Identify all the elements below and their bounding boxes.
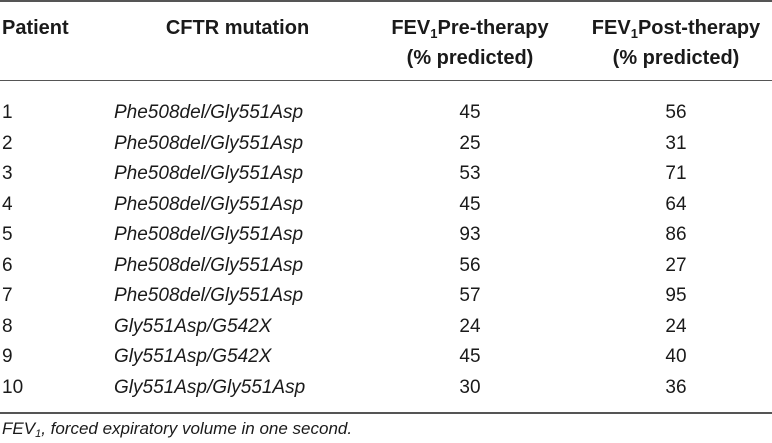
cell-fev1-post: 24 xyxy=(665,315,687,337)
cell-patient: 3 xyxy=(2,163,13,184)
cell-fev1-pre: 30 xyxy=(459,376,481,398)
header-patient: Patient xyxy=(2,17,69,39)
cell-fev1-pre: 45 xyxy=(459,193,481,215)
cell-cftr-mutation: Gly551Asp/Gly551Asp xyxy=(114,376,306,398)
cell-fev1-post: 40 xyxy=(665,346,687,367)
table-row: 7 Phe508del/Gly551Asp 57 95 xyxy=(0,281,772,312)
header-post-suffix: Post-therapy xyxy=(637,17,761,39)
table-row: 4 Phe508del/Gly551Asp 45 64 xyxy=(0,190,772,221)
cell-fev1-post: 86 xyxy=(665,224,687,245)
cell-patient: 1 xyxy=(2,102,13,123)
header-post-prefix: FEV xyxy=(591,17,631,39)
table-row: 1 Phe508del/Gly551Asp 45 56 xyxy=(0,98,772,129)
cell-fev1-pre: 56 xyxy=(459,254,481,276)
cell-patient: 10 xyxy=(2,376,24,398)
table-row: 10 Gly551Asp/Gly551Asp 30 36 xyxy=(0,373,772,404)
header-fev1-post-therapy: FEV1Post-therapy (% predicted) xyxy=(580,13,772,73)
footnote-abbreviation: FEV xyxy=(2,419,36,438)
table-top-rule xyxy=(0,0,772,2)
cell-patient: 8 xyxy=(2,315,13,337)
cell-fev1-post: 27 xyxy=(665,254,687,276)
table-row: 2 Phe508del/Gly551Asp 25 31 xyxy=(0,129,772,160)
cell-patient: 6 xyxy=(2,254,13,276)
header-pre-unit: (% predicted) xyxy=(406,47,534,69)
header-fev1-pre-therapy: FEV1Pre-therapy (% predicted) xyxy=(355,13,585,73)
cell-patient: 7 xyxy=(2,285,13,306)
table-row: 3 Phe508del/Gly551Asp 53 71 xyxy=(0,159,772,190)
cell-fev1-pre: 57 xyxy=(459,285,481,306)
cell-fev1-post: 95 xyxy=(665,285,687,306)
cell-fev1-post: 36 xyxy=(665,376,687,398)
cell-cftr-mutation: Phe508del/Gly551Asp xyxy=(114,224,304,245)
footnote-subscript: 1 xyxy=(35,428,42,440)
cell-cftr-mutation: Phe508del/Gly551Asp xyxy=(114,102,304,123)
cell-fev1-post: 31 xyxy=(665,132,687,154)
table-body: 1 Phe508del/Gly551Asp 45 56 2 Phe508del/Gly55… xyxy=(0,98,772,403)
cell-fev1-pre: 25 xyxy=(459,132,481,154)
cell-fev1-pre: 45 xyxy=(459,102,481,123)
table-row: 5 Phe508del/Gly551Asp 93 86 xyxy=(0,220,772,251)
cell-cftr-mutation: Phe508del/Gly551Asp xyxy=(114,132,304,154)
cell-cftr-mutation: Gly551Asp/G542X xyxy=(114,346,272,367)
cell-fev1-pre: 93 xyxy=(459,224,481,245)
cell-patient: 5 xyxy=(2,224,13,245)
cell-cftr-mutation: Phe508del/Gly551Asp xyxy=(114,163,304,184)
cell-fev1-pre: 53 xyxy=(459,163,481,184)
header-post-subscript: 1 xyxy=(630,26,638,41)
cell-cftr-mutation: Phe508del/Gly551Asp xyxy=(114,285,304,306)
header-pre-suffix: Pre-therapy xyxy=(437,17,549,39)
cell-fev1-pre: 24 xyxy=(459,315,481,337)
header-post-unit: (% predicted) xyxy=(612,47,740,69)
table-row: 9 Gly551Asp/G542X 45 40 xyxy=(0,342,772,373)
header-pre-prefix: FEV xyxy=(391,17,431,39)
cell-patient: 2 xyxy=(2,132,13,154)
cell-cftr-mutation: Phe508del/Gly551Asp xyxy=(114,193,304,215)
footnote-text: , forced expiratory volume in one second… xyxy=(41,419,353,438)
header-cftr-mutation: CFTR mutation xyxy=(165,17,310,39)
cell-cftr-mutation: Gly551Asp/G542X xyxy=(114,315,272,337)
cell-fev1-post: 64 xyxy=(665,193,687,215)
table-bottom-rule xyxy=(0,412,772,414)
header-pre-subscript: 1 xyxy=(430,26,438,41)
table-row: 6 Phe508del/Gly551Asp 56 27 xyxy=(0,251,772,282)
table-header-rule xyxy=(0,80,772,81)
cell-fev1-pre: 45 xyxy=(459,346,481,367)
cell-cftr-mutation: Phe508del/Gly551Asp xyxy=(114,254,304,276)
cell-patient: 4 xyxy=(2,193,13,215)
cell-fev1-post: 71 xyxy=(665,163,687,184)
table-footnote: FEV1, forced expiratory volume in one se… xyxy=(2,418,352,440)
cell-fev1-post: 56 xyxy=(665,102,687,123)
table-row: 8 Gly551Asp/G542X 24 24 xyxy=(0,312,772,343)
cell-patient: 9 xyxy=(2,346,13,367)
table-header-row: Patient CFTR mutation FEV1Pre-therapy (%… xyxy=(0,0,772,80)
